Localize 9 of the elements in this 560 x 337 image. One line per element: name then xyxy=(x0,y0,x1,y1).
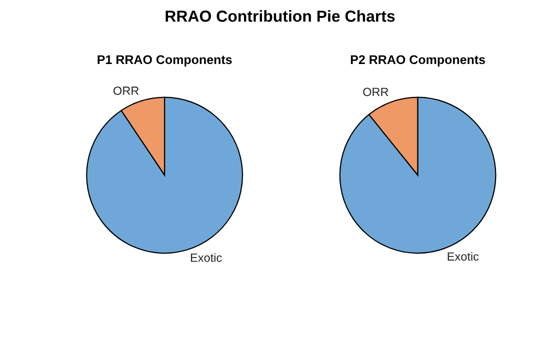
slice-label: Exotic xyxy=(190,253,222,262)
slice-label: Exotic xyxy=(448,252,479,261)
pie-slice xyxy=(339,96,496,254)
text: RRAO Contribution Pie Charts xyxy=(166,10,395,22)
slice-label: ORR xyxy=(363,88,388,96)
slice-label: ORR xyxy=(114,86,139,95)
chart-title: P2 RRAO Components xyxy=(350,55,486,67)
chart-title: P1 RRAO Components xyxy=(98,55,232,67)
pie-slice xyxy=(86,96,244,254)
